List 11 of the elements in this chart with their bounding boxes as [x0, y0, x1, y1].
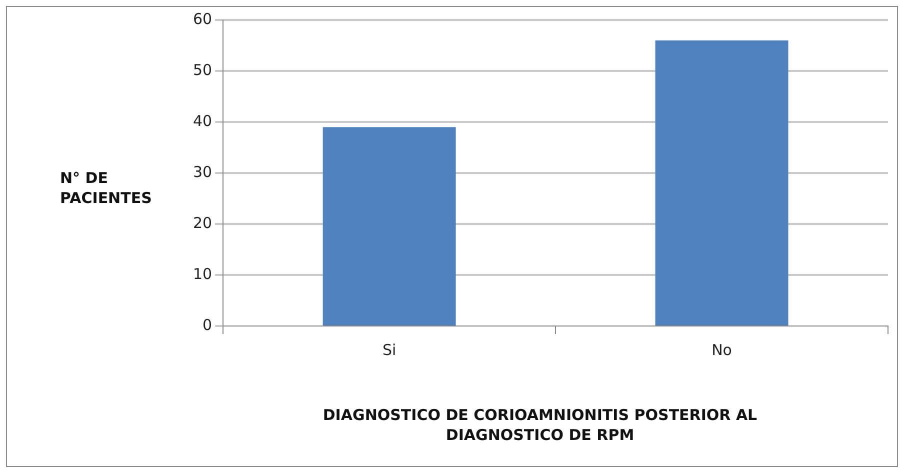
- y-tick-label: 0: [202, 316, 212, 334]
- x-tick-label: Si: [382, 340, 396, 359]
- x-axis-title: DIAGNOSTICO DE CORIOAMNIONITIS POSTERIOR AL DIAGNOSTICO DE RPM: [322, 405, 758, 445]
- y-tick-label: 30: [192, 162, 212, 181]
- y-tick-label: 60: [192, 10, 212, 28]
- x-tick-label: No: [712, 340, 732, 359]
- y-tick-label: 20: [192, 214, 212, 232]
- y-tick-label: 10: [192, 264, 212, 283]
- y-axis-title: N° DE PACIENTES: [60, 168, 153, 208]
- y-tick-label: 40: [192, 112, 212, 130]
- y-tick-label: 50: [192, 60, 212, 79]
